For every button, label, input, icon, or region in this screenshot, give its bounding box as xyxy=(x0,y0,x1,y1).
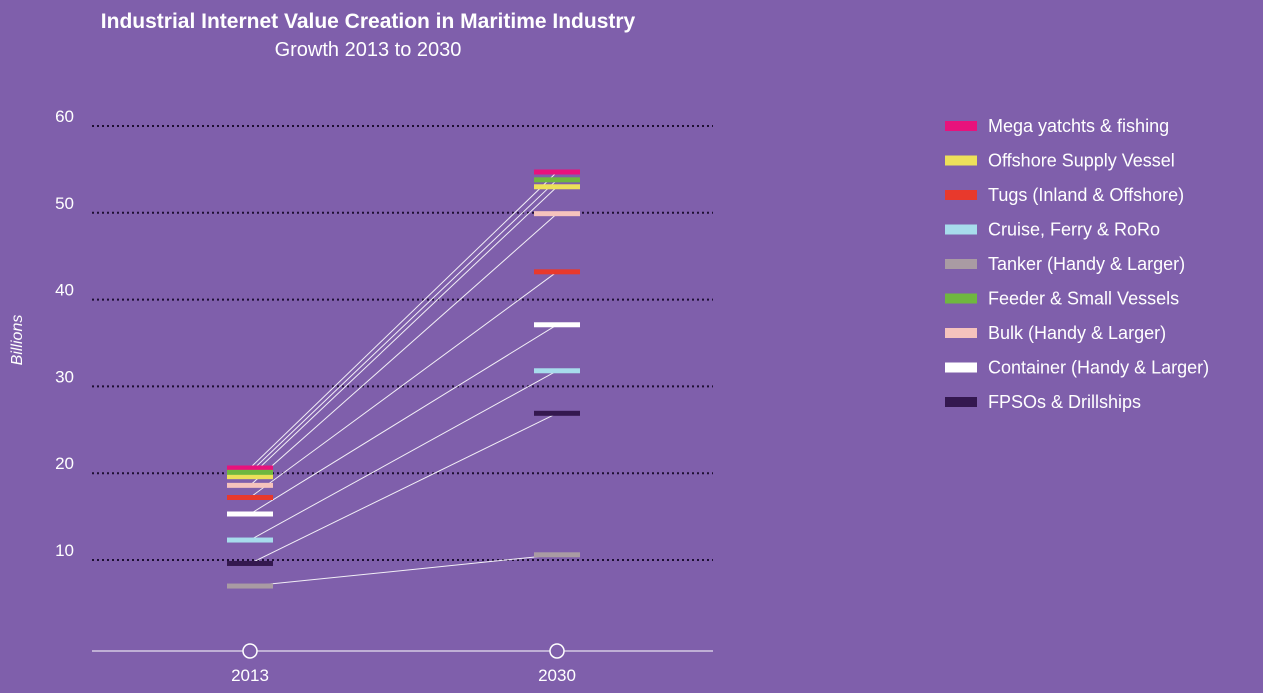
value-marker xyxy=(534,169,580,175)
slope-line xyxy=(249,554,558,587)
y-tick-label: 30 xyxy=(55,367,74,386)
value-marker xyxy=(534,177,580,183)
slope-line xyxy=(249,171,558,469)
chart-subtitle: Growth 2013 to 2030 xyxy=(275,39,462,61)
slope-line xyxy=(249,271,558,498)
x-axis-node xyxy=(242,643,258,659)
slope-line xyxy=(249,213,558,486)
slope-lines xyxy=(249,171,558,587)
y-tick-label: 20 xyxy=(55,454,74,473)
value-marker xyxy=(227,495,273,501)
legend-swatch xyxy=(945,155,977,166)
value-markers xyxy=(227,169,580,589)
value-marker xyxy=(534,368,580,374)
legend-label: Container (Handy & Larger) xyxy=(988,358,1209,378)
value-marker xyxy=(534,552,580,558)
value-marker xyxy=(534,269,580,275)
legend-label: FPSOs & Drillships xyxy=(988,392,1141,412)
value-marker xyxy=(534,322,580,328)
slope-line xyxy=(249,412,558,564)
slope-line xyxy=(249,186,558,478)
y-tick-label: 10 xyxy=(55,541,74,560)
y-axis-label: Billions xyxy=(9,315,26,366)
legend-label: Bulk (Handy & Larger) xyxy=(988,323,1166,343)
legend-label: Tanker (Handy & Larger) xyxy=(988,254,1185,274)
value-marker xyxy=(534,410,580,416)
legend: Mega yatchts & fishing Offshore Supply Ve… xyxy=(945,116,1209,412)
slope-line xyxy=(249,370,558,541)
slope-line xyxy=(249,179,558,473)
legend-swatch xyxy=(945,259,977,269)
y-tick-label: 40 xyxy=(55,281,74,300)
value-marker xyxy=(534,184,580,190)
value-marker xyxy=(227,474,273,480)
legend-swatch xyxy=(945,397,977,407)
y-tick-labels: 10 20 30 40 50 60 xyxy=(55,107,74,560)
legend-swatch xyxy=(945,362,977,373)
slope-line xyxy=(249,324,558,515)
y-tick-label: 50 xyxy=(55,194,74,213)
legend-swatch xyxy=(945,190,977,200)
x-axis: 2013 2030 xyxy=(231,643,576,685)
legend-label: Feeder & Small Vessels xyxy=(988,289,1179,309)
chart-title: Industrial Internet Value Creation in Ma… xyxy=(101,10,636,33)
legend-label: Cruise, Ferry & RoRo xyxy=(988,220,1160,240)
legend-swatch xyxy=(945,224,977,235)
value-marker xyxy=(227,469,273,475)
value-marker xyxy=(227,583,273,589)
legend-label: Mega yatchts & fishing xyxy=(988,116,1169,136)
value-marker xyxy=(227,560,273,566)
x-tick-label: 2030 xyxy=(538,666,576,685)
value-marker xyxy=(534,211,580,217)
gridlines xyxy=(92,125,713,561)
value-marker xyxy=(227,482,273,488)
legend-swatch xyxy=(945,293,977,304)
x-axis-node xyxy=(549,643,565,659)
legend-label: Offshore Supply Vessel xyxy=(988,151,1175,171)
value-marker xyxy=(227,537,273,543)
legend-swatch xyxy=(945,328,977,338)
value-marker xyxy=(227,511,273,517)
y-tick-label: 60 xyxy=(55,107,74,126)
value-marker xyxy=(227,465,273,471)
legend-label: Tugs (Inland & Offshore) xyxy=(988,185,1184,205)
legend-swatch xyxy=(945,121,977,131)
x-tick-label: 2013 xyxy=(231,666,269,685)
